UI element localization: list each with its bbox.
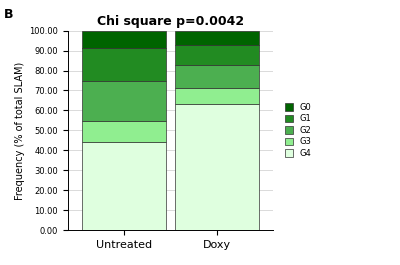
Bar bbox=[82, 30, 166, 47]
Bar bbox=[82, 121, 166, 142]
Legend: G0, G1, G2, G3, G4: G0, G1, G2, G3, G4 bbox=[282, 100, 314, 160]
Title: Chi square p=0.0042: Chi square p=0.0042 bbox=[97, 15, 244, 28]
Bar bbox=[175, 104, 259, 230]
Bar bbox=[82, 47, 166, 81]
Bar bbox=[175, 89, 259, 104]
Text: B: B bbox=[4, 8, 14, 21]
Bar bbox=[82, 81, 166, 121]
Bar bbox=[175, 45, 259, 64]
Bar bbox=[175, 30, 259, 45]
Bar bbox=[82, 142, 166, 230]
Y-axis label: Frequency (% of total SLAM): Frequency (% of total SLAM) bbox=[15, 61, 25, 200]
Bar bbox=[175, 64, 259, 89]
